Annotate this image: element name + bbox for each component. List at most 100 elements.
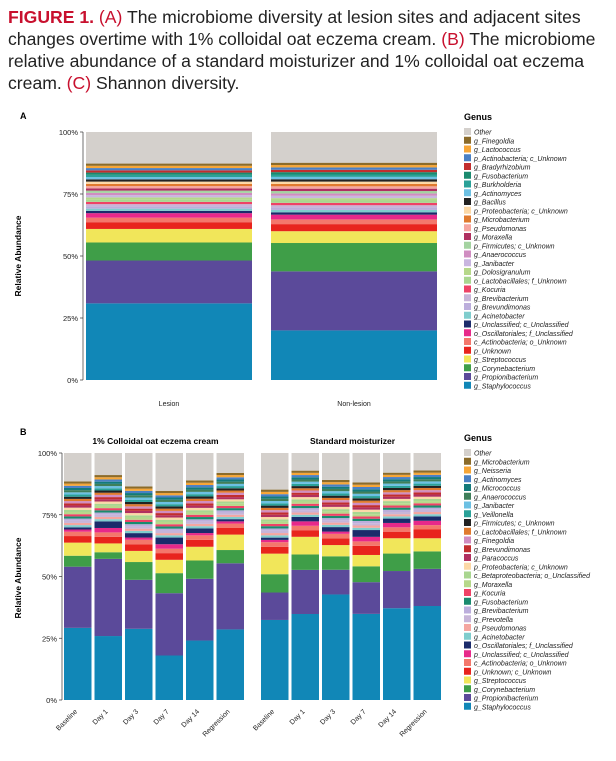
- panel-b-legend-label-18: g_Brevibacterium: [474, 608, 529, 615]
- panel-b-bar-1-2-seg-23: [322, 491, 350, 494]
- panel-a-legend-swatch-10: [464, 215, 471, 223]
- panel-b-bar-0-1-seg-28: [94, 475, 122, 478]
- panel-b-bar-0-4-seg-22: [186, 494, 214, 497]
- panel-b-bar-0-4-seg-11: [186, 519, 214, 522]
- panel-b-bar-0-0-seg-13: [64, 514, 92, 517]
- panel-b-bar-1-1-seg-1: [291, 569, 319, 614]
- panel-b-bar-1-4-seg-0: [383, 608, 411, 700]
- panel-b-bar-0-0-seg-1: [64, 566, 92, 628]
- panel-a-bar-1-seg-27: [271, 165, 437, 168]
- panel-b-bar-1-1-seg-9: [291, 512, 319, 515]
- panel-a-bar-0-seg-27: [86, 165, 252, 169]
- panel-b-xtick-label-0-0: Baseline: [55, 708, 79, 732]
- panel-b-bar-0-0-seg-0: [64, 627, 92, 700]
- panel-b-bar-1-3-seg-3: [352, 554, 380, 567]
- panel-a-legend-swatch-12: [464, 233, 471, 240]
- panel-b-bar-0-1-seg-21: [94, 490, 122, 493]
- panel-b-bar-1-2-seg-5: [322, 533, 350, 539]
- panel-b-bar-1-3-seg-27: [352, 484, 380, 487]
- panel-b-bar-1-4-seg-10: [383, 512, 411, 515]
- panel-b-bar-0-0-seg-10: [64, 520, 92, 523]
- panel-b-bar-0-5-seg-9: [216, 514, 244, 517]
- panel-b-bar-1-0-seg-29: [261, 453, 289, 490]
- panel-b-bar-0-2-seg-12: [125, 521, 153, 525]
- panel-b-bar-1-2-seg-13: [322, 513, 350, 516]
- panel-b-bar-1-5-seg-4: [413, 529, 441, 539]
- panel-b-bar-0-2-seg-8: [125, 530, 153, 534]
- panel-b-legend-swatch-14: [464, 571, 471, 579]
- panel-b-bar-0-2-seg-16: [125, 513, 153, 516]
- panel-b-bar-1-0-seg-17: [261, 514, 289, 518]
- panel-b-bar-0-3-seg-5: [155, 548, 183, 554]
- panel-b-legend-swatch-2: [464, 466, 471, 474]
- panel-b-xtick-label-0-3: Day 7: [153, 708, 171, 726]
- panel-b-bar-0-3-seg-22: [155, 504, 183, 507]
- panel-b-bar-0-1-seg-2: [94, 552, 122, 559]
- panel-a-legend-swatch-6: [464, 180, 471, 188]
- panel-b-bar-1-5-seg-0: [413, 606, 441, 700]
- panel-b-bar-0-4-seg-19: [186, 501, 214, 504]
- panel-b-bar-1-3-seg-21: [352, 498, 380, 501]
- panel-a-legend-label-6: g_Burkholderia: [474, 182, 521, 189]
- panel-b-bar-1-4-seg-25: [383, 479, 411, 482]
- panel-a-legend-swatch-18: [464, 285, 471, 293]
- panel-b-bar-1-5-seg-6: [413, 520, 441, 526]
- panel-b-bar-0-5-seg-1: [216, 563, 244, 630]
- panel-b-bar-0-3-seg-0: [155, 655, 183, 700]
- panel-b-bar-0-1-seg-19: [94, 494, 122, 498]
- panel-a-legend-swatch-0: [464, 128, 471, 135]
- panel-b-bar-0-2-seg-22: [125, 499, 153, 502]
- panel-a-bar-1-seg-7: [271, 212, 437, 215]
- panel-a-bar-1-seg-1: [271, 271, 437, 331]
- panel-b-bar-1-5-seg-24: [413, 479, 441, 482]
- panel-b-bar-0-3-seg-13: [155, 524, 183, 527]
- panel-b-bar-0-1-seg-7: [94, 521, 122, 528]
- panel-b-bar-0-2-seg-17: [125, 510, 153, 514]
- panel-b-bar-1-1-seg-25: [291, 477, 319, 480]
- panel-b-bar-0-1-seg-23: [94, 486, 122, 489]
- panel-b-bar-0-3-seg-18: [155, 513, 183, 516]
- panel-b-bar-1-2-seg-20: [322, 497, 350, 501]
- panel-b-bar-0-0-seg-20: [64, 498, 92, 502]
- panel-b-bar-0-4-seg-6: [186, 533, 214, 536]
- panel-b-y-axis-label: Relative Abundance: [13, 537, 23, 618]
- panel-a-bar-0-seg-1: [86, 260, 252, 304]
- panel-b-bar-1-5-seg-12: [413, 505, 441, 508]
- panel-a-legend-label-28: g_Propionibacterium: [474, 375, 538, 382]
- panel-a-legend-swatch-20: [464, 303, 471, 310]
- panel-b-bar-0-1-seg-13: [94, 508, 122, 511]
- panel-b-bar-0-0-seg-19: [64, 501, 92, 504]
- panel-a-legend-label-10: g_Microbacterium: [474, 217, 530, 224]
- panel-b-bar-1-3-seg-7: [352, 530, 380, 537]
- panel-b-bar-0-3-seg-12: [155, 526, 183, 529]
- panel-b-bar-0-4-seg-25: [186, 487, 214, 490]
- panel-b-bar-1-0-seg-0: [261, 619, 289, 700]
- panel-a-bar-0-seg-8: [86, 208, 252, 211]
- panel-b-bar-0-1-seg-17: [94, 499, 122, 502]
- caption-part-b-text: The microbiome relative abundance of a s…: [8, 29, 596, 93]
- panel-b-bar-1-5-seg-17: [413, 494, 441, 497]
- panel-b-legend-label-4: g_Micrococcus: [474, 486, 521, 493]
- panel-b-bar-1-3-seg-13: [352, 516, 380, 519]
- panel-b-bar-0-1-seg-12: [94, 510, 122, 513]
- panel-b-bar-1-1-seg-22: [291, 483, 319, 487]
- panel-a-bar-0-seg-28: [86, 163, 252, 166]
- panel-b-bar-1-5-seg-28: [413, 470, 441, 473]
- panel-a-bar-0-seg-24: [86, 172, 252, 175]
- panel-b-legend-swatch-13: [464, 562, 471, 570]
- panel-a-bar-0-seg-29: [86, 132, 252, 164]
- panel-a-legend-swatch-14: [464, 250, 471, 258]
- panel-b-bar-0-3-seg-21: [155, 506, 183, 509]
- panel-b-bar-1-5-seg-9: [413, 512, 441, 515]
- panel-b-bar-0-2-seg-0: [125, 628, 153, 700]
- caption-part-c-text: Shannon diversity.: [96, 73, 240, 93]
- panel-b-legend-label-0: Other: [474, 451, 492, 458]
- panel-b-bar-0-4-seg-9: [186, 523, 214, 527]
- panel-b-bar-1-2-seg-17: [322, 504, 350, 507]
- panel-b-bar-0-0-seg-29: [64, 453, 92, 482]
- panel-b-bar-0-0-seg-8: [64, 525, 92, 528]
- panel-a-bar-1-seg-12: [271, 200, 437, 203]
- panel-a-legend-swatch-8: [464, 198, 471, 205]
- panel-a-legend-label-21: g_Acinetobacter: [474, 313, 525, 320]
- panel-b-bar-1-0-seg-20: [261, 507, 289, 511]
